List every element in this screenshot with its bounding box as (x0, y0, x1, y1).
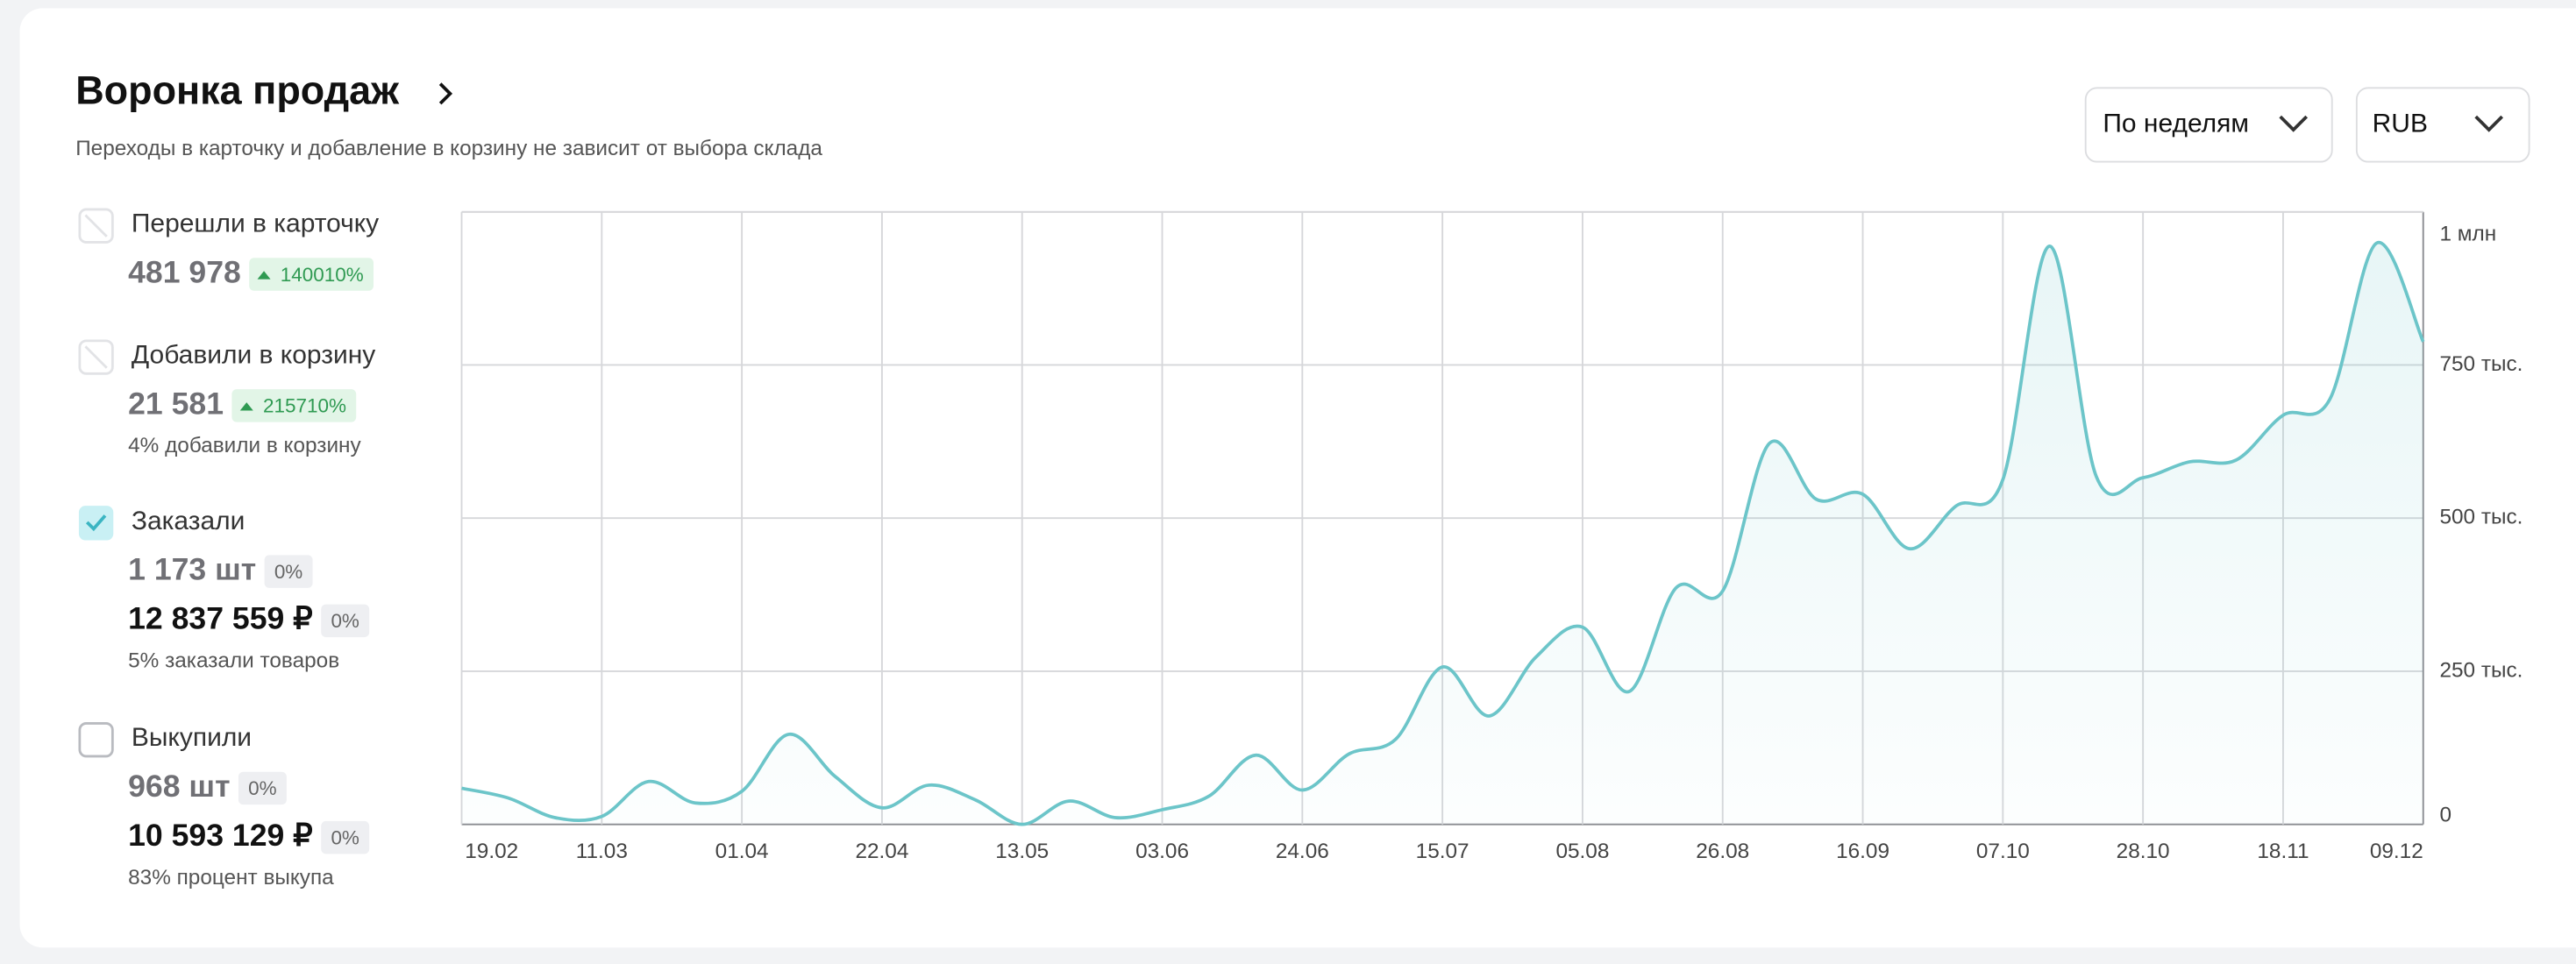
checkbox-disabled-slash (84, 214, 108, 237)
x-tick-label: 28.10 (2117, 840, 2170, 863)
change-badge-text: 0% (248, 777, 276, 799)
metric-note: 4% добавили в корзину (128, 434, 361, 457)
y-tick-label: 250 тыс. (2439, 658, 2523, 682)
x-tick-label: 01.04 (715, 840, 769, 863)
x-tick-label: 24.06 (1276, 840, 1329, 863)
change-badge (321, 820, 370, 854)
metric-note: 83% процент выкупа (128, 866, 334, 890)
period-chevron[interactable] (2279, 115, 2309, 132)
currency-select[interactable] (2355, 87, 2530, 163)
x-tick-label: 22.04 (855, 840, 908, 863)
metric-label: Добавили в корзину (132, 341, 375, 370)
change-badge (321, 604, 370, 638)
area-fill (461, 242, 2423, 825)
trend-up-icon (257, 271, 271, 280)
x-tick-label: 26.08 (1696, 840, 1749, 863)
metric-value: 12 837 559 ₽ (128, 601, 313, 636)
x-tick-label: 18.11 (2257, 840, 2309, 863)
metric-value: 21 581 (128, 386, 224, 421)
change-badge-text: 140010% (281, 264, 364, 286)
title[interactable]: Воронка продаж (75, 68, 400, 113)
y-tick-label: 0 (2439, 804, 2451, 827)
x-tick-label: 16.09 (1836, 840, 1889, 863)
checkbox[interactable] (78, 506, 114, 541)
metric-value: 1 173 шт (128, 552, 256, 587)
metric-label: Заказали (132, 507, 246, 535)
metric-note: 5% заказали товаров (128, 649, 339, 673)
subtitle: Переходы в карточку и добавление в корзи… (75, 137, 822, 160)
change-badge-text: 0% (331, 826, 359, 848)
x-tick-label: 05.08 (1555, 840, 1609, 863)
change-badge-text: 0% (331, 610, 359, 632)
x-tick-label: 07.10 (1976, 840, 2030, 863)
currency-value[interactable]: RUB (2373, 109, 2428, 138)
x-tick-label: 03.06 (1135, 840, 1189, 863)
line (461, 240, 2425, 826)
period-select[interactable] (2084, 87, 2333, 163)
x-tick-label: 11.03 (576, 840, 628, 863)
y-tick-label: 1 млн (2439, 222, 2496, 245)
change-badge (238, 771, 287, 805)
change-badge (249, 258, 374, 291)
x-tick-label: 09.12 (2370, 840, 2423, 863)
metric-label: Выкупили (132, 723, 252, 752)
currency-chevron[interactable] (2474, 115, 2504, 132)
checkbox-disabled-slash (84, 345, 108, 369)
checkbox[interactable] (78, 722, 114, 758)
metric-value: 10 593 129 ₽ (128, 818, 313, 853)
change-badge (264, 555, 313, 588)
x-tick-label: 15.07 (1416, 840, 1469, 863)
title-chevron[interactable] (438, 82, 453, 105)
y-tick-label: 500 тыс. (2439, 506, 2523, 529)
metric-value: 481 978 (128, 254, 241, 289)
trend-up-icon (239, 402, 253, 411)
x-tick-label: 13.05 (995, 840, 1049, 863)
x-tick-label: 19.02 (465, 840, 518, 863)
change-badge-text: 0% (274, 561, 302, 583)
change-badge (231, 389, 357, 422)
checkmark[interactable] (85, 514, 107, 532)
change-badge-text: 215710% (263, 395, 346, 417)
metric-value: 968 шт (128, 769, 230, 804)
period-value[interactable]: По неделям (2103, 109, 2249, 138)
y-tick-label: 750 тыс. (2439, 352, 2523, 376)
metric-label: Перешли в карточку (132, 209, 379, 238)
